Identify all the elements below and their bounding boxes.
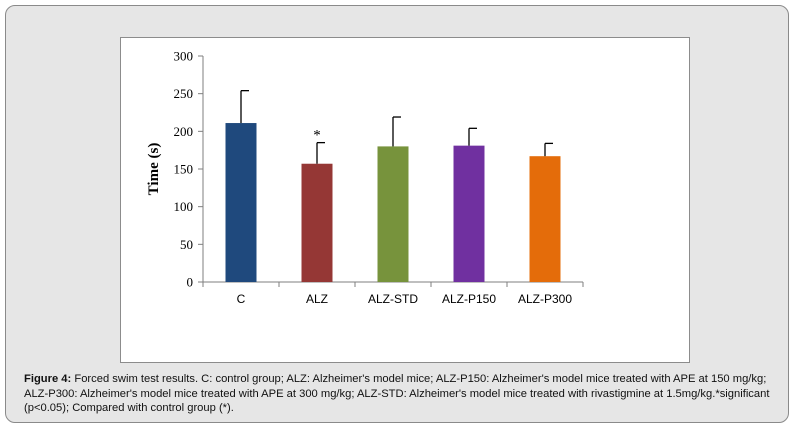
x-tick-label: ALZ-STD — [368, 292, 418, 306]
bar — [453, 145, 485, 282]
significance-marker: * — [313, 128, 321, 144]
bar — [225, 123, 257, 283]
bar — [529, 156, 561, 282]
y-tick-label: 150 — [174, 162, 194, 177]
x-tick-label: ALZ-P150 — [442, 292, 496, 306]
x-tick-label: C — [237, 292, 246, 306]
bar — [377, 146, 409, 282]
y-tick-label: 50 — [180, 237, 193, 252]
caption-label: Figure 4: — [24, 373, 72, 385]
figure-panel: Figure 4: Forced swim test results. C: c… — [5, 5, 789, 423]
y-tick-label: 100 — [174, 199, 194, 214]
bar — [301, 163, 333, 282]
y-tick-label: 0 — [187, 275, 194, 290]
x-tick-label: ALZ-P300 — [518, 292, 572, 306]
y-tick-label: 250 — [174, 86, 194, 101]
x-tick-label: ALZ — [306, 292, 328, 306]
y-tick-label: 200 — [174, 124, 194, 139]
y-axis-title: Time (s) — [146, 143, 162, 196]
y-tick-label: 300 — [174, 49, 194, 64]
figure-caption: Figure 4: Forced swim test results. C: c… — [24, 372, 789, 416]
caption-text: Forced swim test results. C: control gro… — [24, 373, 770, 414]
